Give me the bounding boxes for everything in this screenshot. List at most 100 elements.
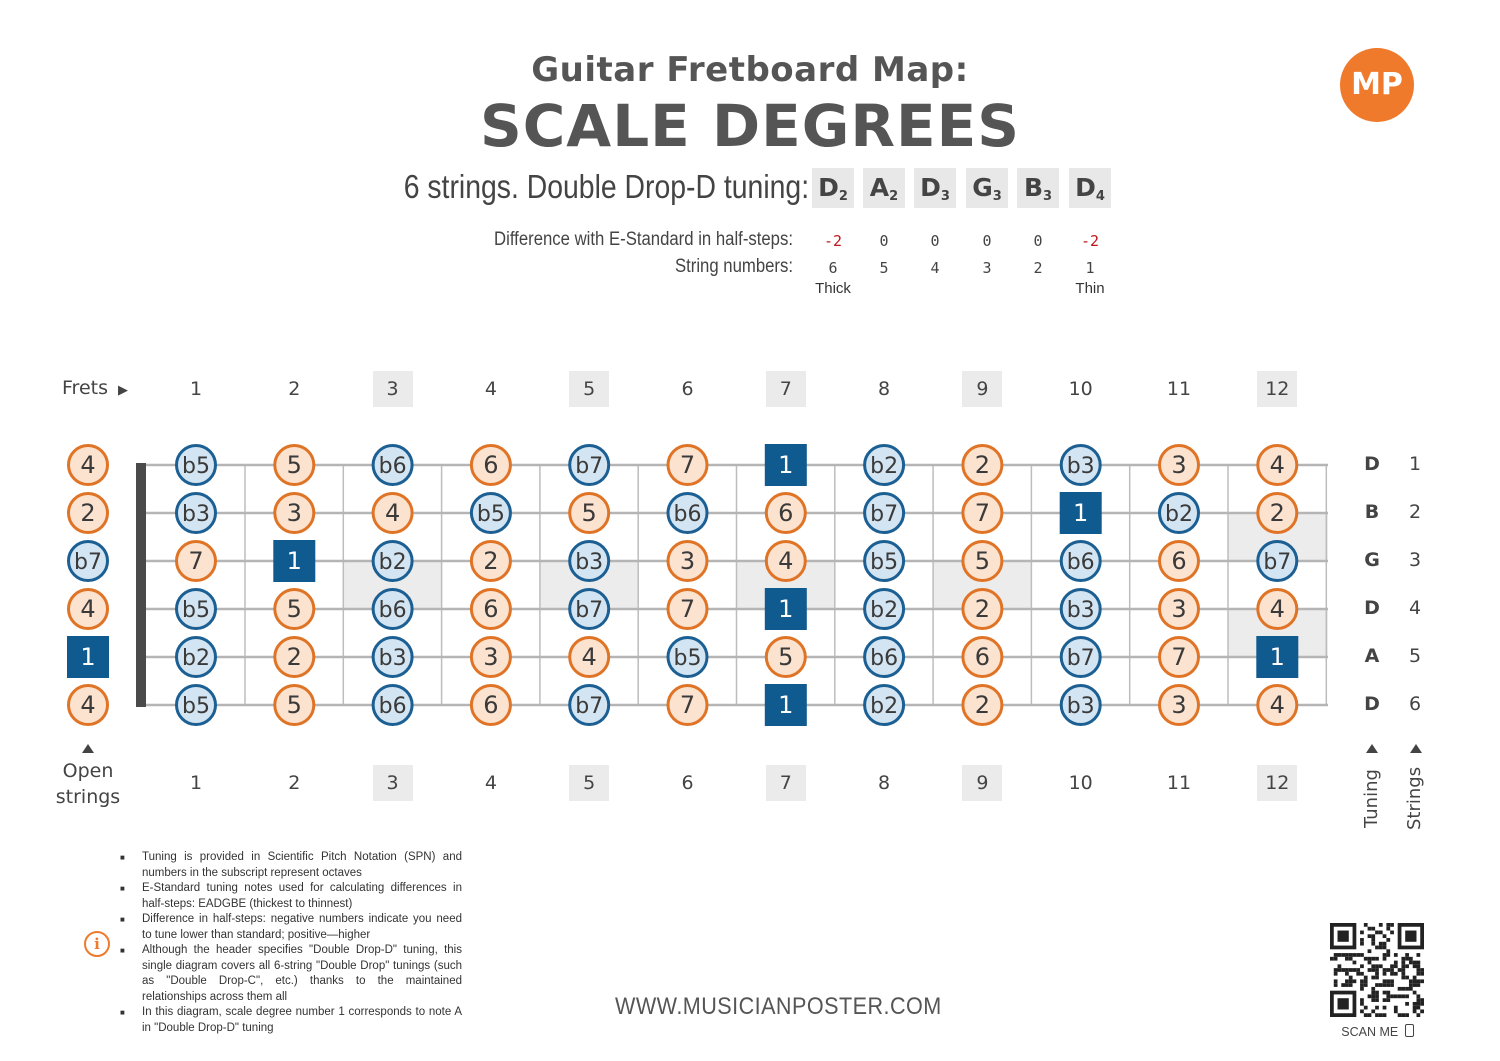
scale-degree-label: b5 — [182, 694, 210, 719]
musicianposter-logo[interactable]: MP — [1340, 48, 1414, 122]
natural-degree-circle — [273, 588, 316, 630]
scale-degree-marker: 1 — [1059, 492, 1102, 534]
string-tuning-label: D — [1364, 597, 1380, 619]
footnotes-list: Tuning is provided in Scientific Pitch N… — [112, 850, 462, 1036]
natural-degree-circle — [371, 492, 414, 534]
qr-code-icon[interactable] — [1330, 923, 1424, 1017]
natural-degree-circle — [961, 684, 1004, 726]
scale-degree-marker: 5 — [273, 588, 316, 630]
scale-degree-label: b6 — [379, 694, 407, 719]
flat-degree-circle — [568, 588, 611, 630]
scale-degree-label: 7 — [975, 499, 990, 527]
tuning-note-letter: D — [818, 173, 839, 202]
scale-degree-label: 4 — [1270, 451, 1285, 479]
root-marker-shape — [67, 636, 109, 678]
difference-value: 0 — [930, 232, 940, 250]
scale-degree-marker: 2 — [1256, 492, 1299, 534]
scale-degree-marker: 4 — [1256, 684, 1299, 726]
scale-degree-label: 6 — [1171, 547, 1186, 575]
scale-degree-label: 2 — [80, 499, 95, 527]
natural-degree-circle — [67, 684, 109, 726]
flat-degree-circle — [67, 540, 109, 582]
scale-degree-label: b6 — [379, 598, 407, 623]
natural-degree-circle — [1256, 684, 1299, 726]
fret-number: 9 — [962, 371, 1003, 407]
string-number-label: 2 — [1408, 501, 1422, 523]
tuning-note-1: A2 — [863, 168, 905, 208]
scale-degree-marker: 1 — [273, 540, 316, 582]
scale-degree-label: 6 — [975, 643, 990, 671]
scale-degree-label: 5 — [287, 451, 302, 479]
scale-degree-marker: 6 — [469, 444, 512, 486]
tuning-note-3: G3 — [966, 168, 1008, 208]
fret-number: 8 — [878, 772, 891, 794]
scale-degree-marker: 6 — [469, 588, 512, 630]
scale-degree-marker: 7 — [175, 540, 217, 582]
scale-degree-label: b2 — [870, 454, 898, 479]
scale-degree-marker: b7 — [67, 540, 109, 582]
scale-degree-label: b3 — [575, 550, 603, 575]
scale-degree-marker: 2 — [961, 444, 1004, 486]
fret-number: 5 — [569, 371, 610, 407]
natural-degree-circle — [1256, 492, 1299, 534]
string-tuning-label: D — [1364, 453, 1380, 475]
scale-degree-label: b2 — [182, 646, 210, 671]
natural-degree-circle — [961, 588, 1004, 630]
scale-degree-marker: 3 — [1158, 444, 1200, 486]
scale-degree-label: b3 — [1067, 454, 1095, 479]
scale-degree-label: 3 — [680, 547, 695, 575]
flat-degree-circle — [863, 444, 906, 486]
open-strings-label-2: strings — [55, 786, 121, 808]
scale-degree-label: b7 — [1263, 550, 1291, 575]
scale-degree-label: b7 — [74, 550, 102, 575]
scale-degree-label: 5 — [778, 643, 793, 671]
scale-degree-marker: 6 — [469, 684, 512, 726]
flat-degree-circle — [371, 636, 414, 678]
scale-degree-marker: b5 — [175, 588, 217, 630]
scale-degree-marker: 7 — [961, 492, 1004, 534]
website-link[interactable]: WWW.MUSICIANPOSTER.COM — [615, 993, 942, 1020]
string-number-label: 1 — [1408, 453, 1422, 475]
flat-degree-circle — [175, 684, 217, 726]
string-number-value: 3 — [982, 259, 992, 277]
title-line-2: SCALE DEGREES — [479, 92, 1021, 160]
tuning-label: 6 strings. Double Drop-D tuning: — [403, 168, 810, 205]
natural-degree-circle — [273, 492, 316, 534]
footnote-item: Although the header specifies "Double Dr… — [120, 943, 462, 1005]
tuning-note-letter: B — [1023, 173, 1043, 202]
flat-degree-circle — [175, 636, 217, 678]
scale-degree-label: 5 — [975, 547, 990, 575]
footnotes: Tuning is provided in Scientific Pitch N… — [112, 850, 462, 1036]
string-number-label: 3 — [1408, 549, 1422, 571]
flat-degree-circle — [1059, 636, 1102, 678]
fret-number: 7 — [765, 765, 806, 801]
scale-degree-marker: b5 — [469, 492, 512, 534]
natural-degree-circle — [1256, 444, 1299, 486]
scale-degree-label: 3 — [1171, 451, 1186, 479]
flat-degree-circle — [371, 540, 414, 582]
scale-degree-marker: 4 — [371, 492, 414, 534]
scale-degree-marker: 3 — [1158, 684, 1200, 726]
scale-degree-marker: 6 — [961, 636, 1004, 678]
natural-degree-circle — [764, 636, 807, 678]
natural-degree-circle — [175, 540, 217, 582]
scale-degree-label: 7 — [680, 451, 695, 479]
fret-number: 10 — [1068, 772, 1093, 794]
scale-degree-marker: 4 — [67, 684, 109, 726]
tuning-note-octave: 3 — [1043, 189, 1053, 204]
scale-degree-marker: b6 — [371, 444, 414, 486]
string-number-label: 4 — [1408, 597, 1422, 619]
scale-degree-label: 2 — [287, 643, 302, 671]
fret-number: 2 — [288, 772, 301, 794]
tuning-note-octave: 4 — [1095, 189, 1105, 204]
frets-label-text: Frets — [62, 377, 108, 399]
flat-degree-circle — [1059, 540, 1102, 582]
scale-degree-marker: 7 — [1158, 636, 1200, 678]
natural-degree-circle — [1158, 444, 1200, 486]
nut — [136, 463, 146, 707]
natural-degree-circle — [568, 492, 611, 534]
scale-degree-label: 3 — [1171, 595, 1186, 623]
scale-degree-label: 4 — [80, 451, 95, 479]
scale-degree-marker: b3 — [1059, 444, 1102, 486]
natural-degree-circle — [67, 492, 109, 534]
